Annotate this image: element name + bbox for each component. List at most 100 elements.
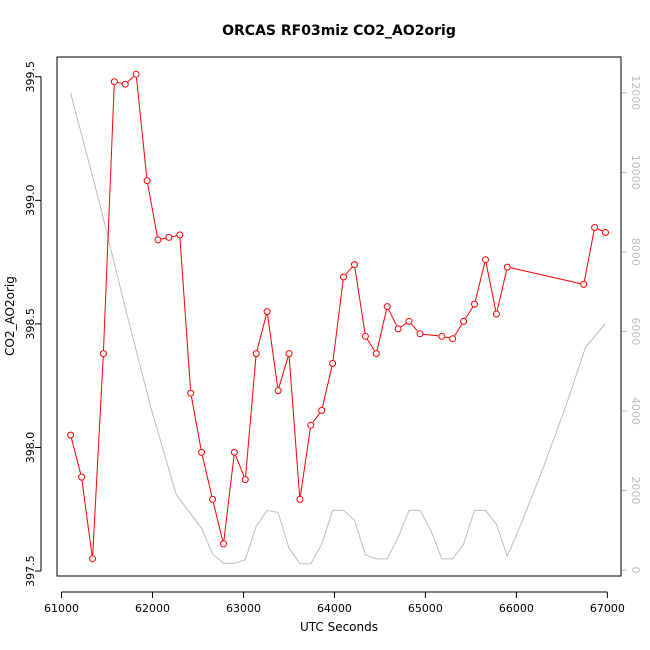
left-series-segment bbox=[235, 455, 245, 477]
left-series-segment bbox=[256, 314, 267, 351]
data-point bbox=[591, 224, 599, 231]
left-series-segment bbox=[376, 309, 387, 351]
left-series-segment bbox=[345, 266, 353, 275]
left-series-segment bbox=[190, 396, 202, 450]
left-series-segment bbox=[172, 235, 177, 238]
data-point bbox=[372, 350, 380, 358]
data-point bbox=[394, 325, 402, 333]
x-tick-label: 66000 bbox=[499, 602, 534, 615]
data-point bbox=[78, 473, 86, 481]
data-point bbox=[274, 387, 282, 395]
left-series-segment bbox=[597, 228, 603, 232]
data-point bbox=[503, 263, 511, 271]
y-right-tick-label: 4000 bbox=[629, 397, 642, 425]
right-series-line bbox=[70, 92, 606, 565]
data-point bbox=[416, 330, 424, 338]
left-series-segment bbox=[117, 82, 122, 84]
left-series-segment bbox=[465, 306, 474, 319]
y-right-tick-label: 12000 bbox=[629, 75, 642, 110]
left-series-segment bbox=[312, 412, 321, 423]
x-tick-label: 64000 bbox=[317, 602, 352, 615]
data-point bbox=[165, 233, 173, 241]
left-series-segment bbox=[201, 455, 213, 497]
data-point bbox=[176, 231, 184, 239]
data-point bbox=[241, 476, 249, 484]
left-series-segment bbox=[354, 268, 366, 333]
y-tick-label: 398.5 bbox=[24, 308, 37, 340]
y-axis-right: 0 2000 4000 6000 8000 10000 12000 bbox=[620, 75, 642, 574]
x-tick-label: 63000 bbox=[226, 602, 261, 615]
y-axis-left: 397.5 398.0 398.5 399.0 399.5 bbox=[24, 61, 42, 587]
y-axis-label: CO2_AO2orig bbox=[3, 276, 17, 356]
left-series-segment bbox=[267, 314, 279, 388]
plot-frame bbox=[56, 56, 622, 577]
left-series-segment bbox=[161, 237, 166, 240]
data-point bbox=[602, 229, 609, 236]
left-series-segment bbox=[332, 280, 344, 361]
data-point bbox=[89, 555, 96, 563]
left-series-segment bbox=[103, 85, 115, 351]
data-point bbox=[449, 335, 457, 343]
x-axis: 61000 62000 63000 64000 65000 66000 67000 bbox=[44, 591, 625, 615]
left-series-segment bbox=[245, 357, 257, 477]
left-series-segment bbox=[179, 238, 191, 390]
data-point bbox=[230, 448, 238, 456]
left-series-points bbox=[67, 70, 609, 563]
y-tick-label: 399.5 bbox=[24, 61, 37, 93]
data-point bbox=[307, 421, 315, 429]
data-point bbox=[438, 332, 446, 340]
left-series-segment bbox=[474, 262, 486, 301]
data-point bbox=[460, 317, 468, 325]
data-point bbox=[110, 78, 118, 86]
left-series-segment bbox=[127, 76, 134, 83]
data-point bbox=[252, 350, 260, 358]
data-point bbox=[121, 80, 129, 88]
data-point bbox=[67, 431, 75, 439]
data-point bbox=[296, 495, 304, 503]
x-tick-label: 61000 bbox=[44, 602, 79, 615]
x-tick-label: 67000 bbox=[590, 602, 625, 615]
left-series-segment bbox=[71, 438, 82, 474]
left-series-segment bbox=[454, 324, 463, 337]
left-series-segment bbox=[212, 502, 224, 541]
left-series-segment bbox=[510, 267, 581, 285]
chart-title: ORCAS RF03miz CO2_AO2orig bbox=[222, 23, 456, 39]
y-tick-label: 399.0 bbox=[24, 185, 37, 217]
data-point bbox=[318, 406, 326, 414]
data-point bbox=[132, 70, 140, 78]
data-point bbox=[154, 236, 162, 244]
left-series-segment bbox=[299, 428, 311, 496]
left-series-segment bbox=[81, 480, 93, 556]
left-series-segment bbox=[288, 357, 301, 496]
data-point bbox=[285, 350, 293, 358]
left-series-segment bbox=[388, 309, 398, 326]
x-axis-label: UTC Seconds bbox=[300, 620, 378, 634]
data-point bbox=[405, 317, 413, 325]
left-series-segment bbox=[583, 230, 595, 281]
y-right-tick-label: 2000 bbox=[629, 477, 642, 505]
left-series-segment bbox=[445, 336, 450, 339]
y-tick-label: 398.0 bbox=[24, 432, 37, 464]
left-series-segment bbox=[400, 322, 407, 328]
y-tick-label: 397.5 bbox=[24, 555, 37, 587]
right-series bbox=[70, 92, 606, 565]
data-point bbox=[187, 389, 195, 397]
left-series-segment bbox=[92, 357, 104, 556]
data-point bbox=[340, 273, 347, 281]
data-point bbox=[383, 303, 391, 311]
data-point bbox=[361, 332, 369, 340]
y-right-tick-label: 0 bbox=[629, 567, 642, 574]
data-point bbox=[99, 350, 107, 358]
left-series-segment bbox=[278, 356, 289, 388]
y-right-tick-label: 8000 bbox=[629, 238, 642, 266]
data-point bbox=[220, 540, 227, 548]
left-series-segment bbox=[223, 455, 235, 541]
data-point bbox=[143, 177, 151, 185]
data-point bbox=[209, 495, 217, 503]
left-series-segment bbox=[147, 183, 158, 237]
y-right-tick-label: 6000 bbox=[629, 317, 642, 345]
data-point bbox=[329, 360, 337, 367]
data-point bbox=[263, 308, 271, 316]
y-right-tick-label: 10000 bbox=[629, 155, 642, 190]
